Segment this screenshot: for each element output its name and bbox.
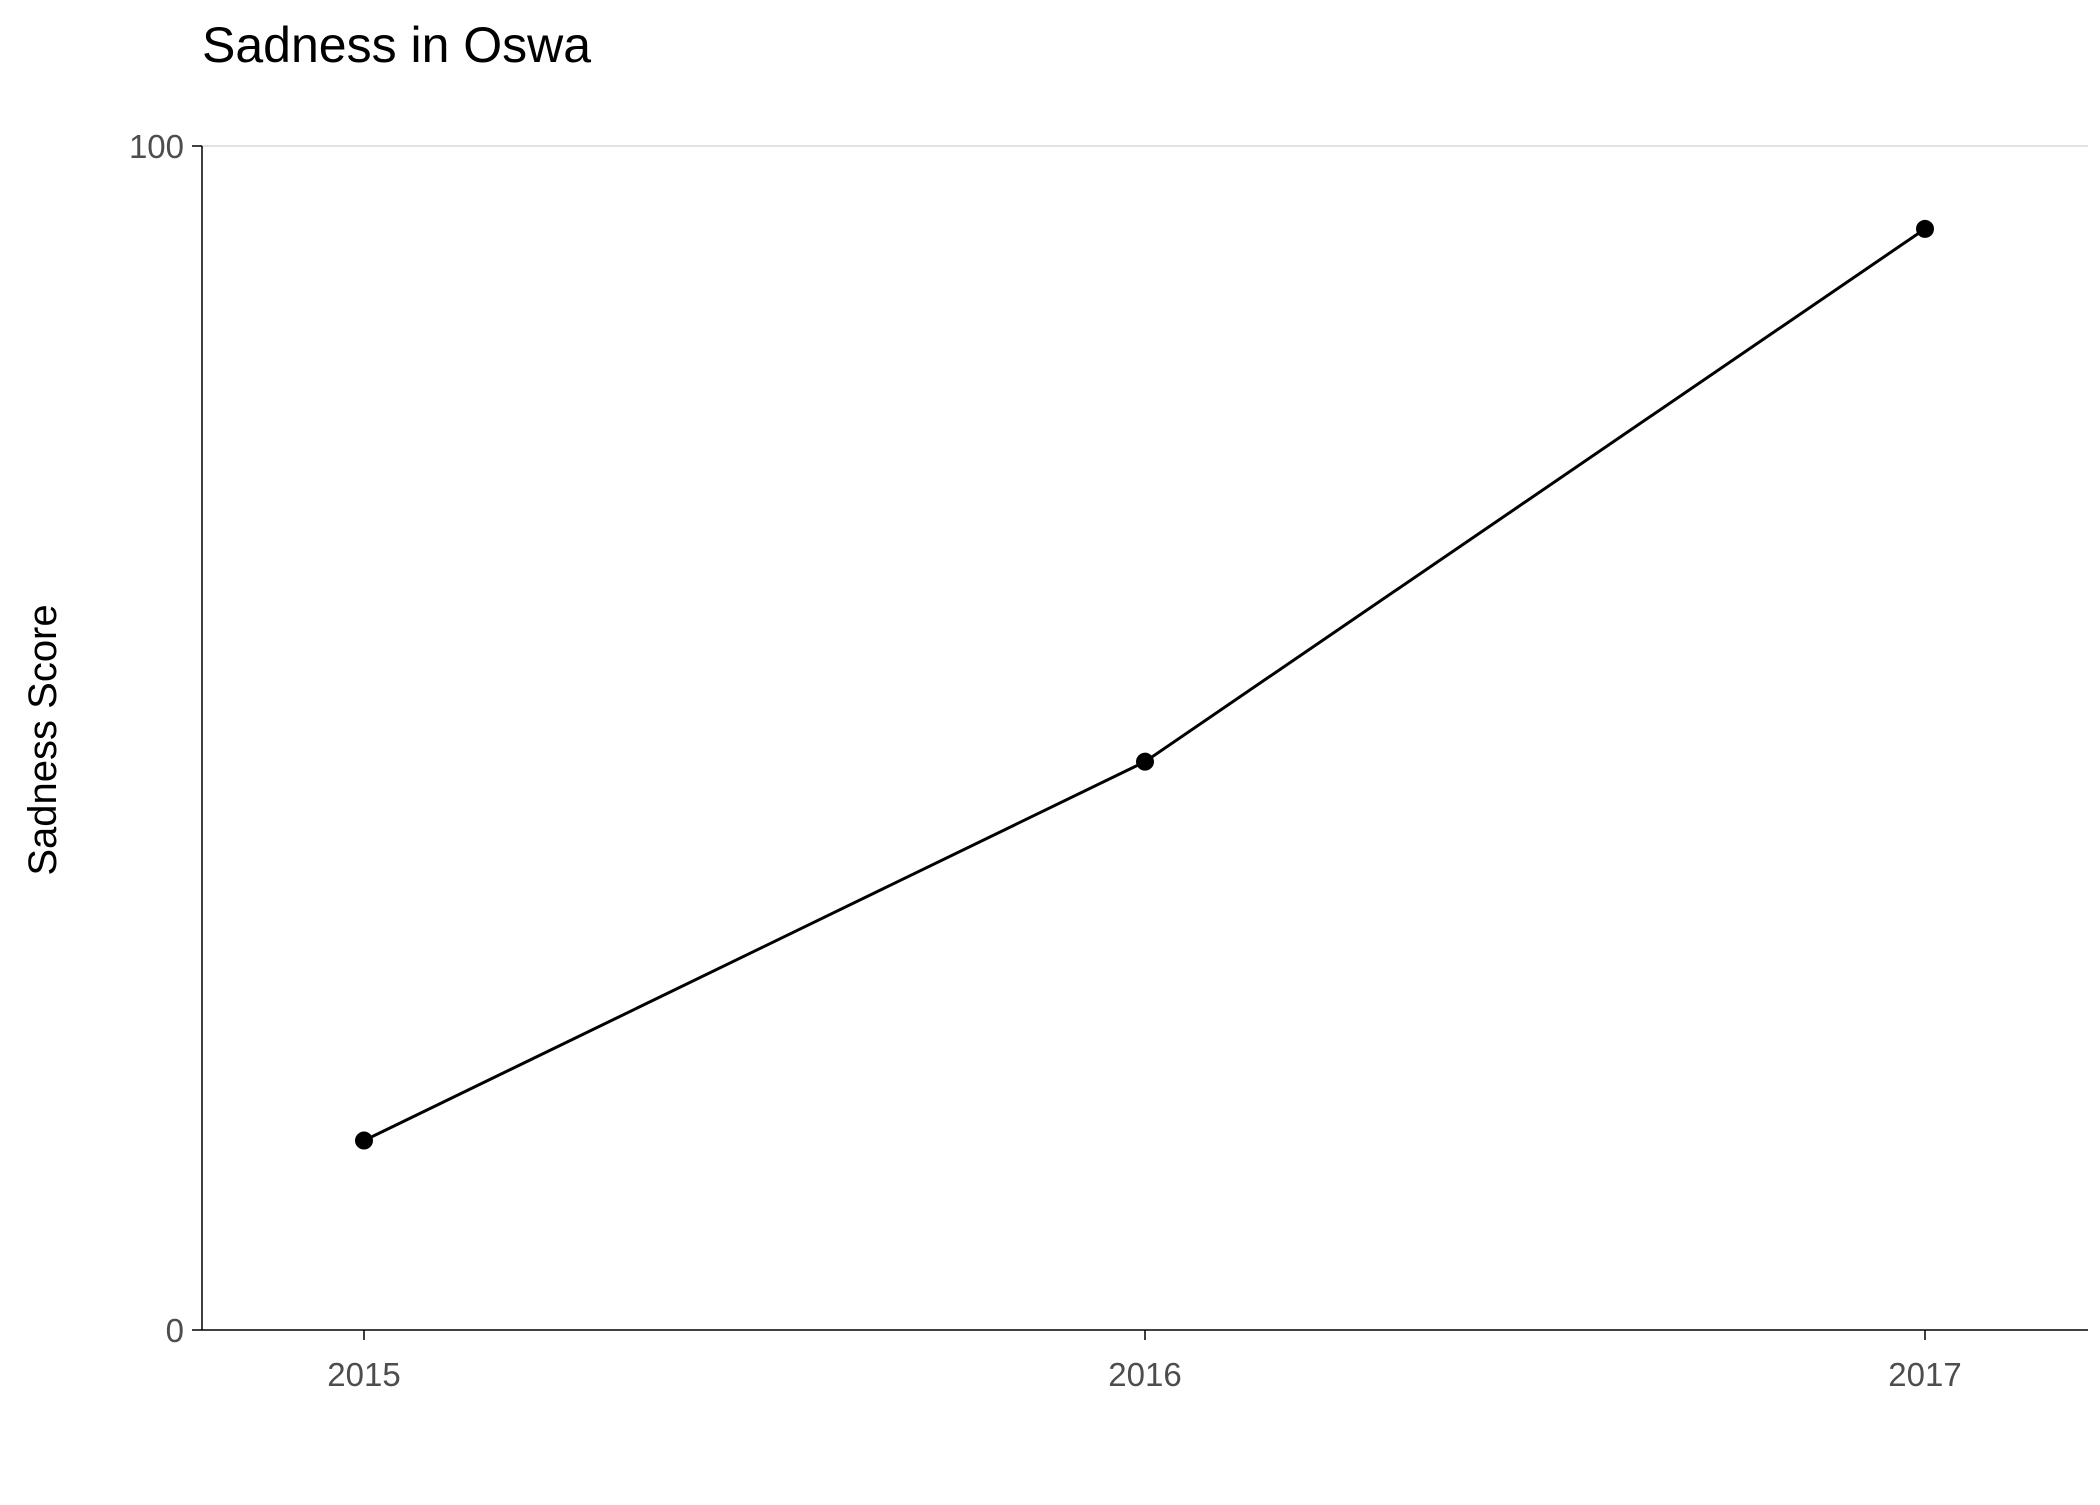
data-point (1136, 752, 1154, 771)
x-axis-ticks: 2015 2016 2017 (327, 1330, 1962, 1393)
data-point (1916, 219, 1934, 238)
chart-title: Sadness in Oswa (202, 17, 591, 73)
data-point (355, 1131, 373, 1150)
y-tick-label: 100 (129, 128, 184, 165)
series-line (363, 227, 1926, 1142)
y-tick-label: 0 (166, 1312, 184, 1349)
x-tick-label: 2017 (1888, 1356, 1961, 1393)
y-axis-title: Sadness Score (21, 604, 65, 875)
series-layer (355, 219, 1934, 1150)
x-tick-label: 2015 (327, 1356, 400, 1393)
x-tick-label: 2016 (1108, 1356, 1181, 1393)
y-axis-ticks: 0 100 (129, 128, 202, 1349)
